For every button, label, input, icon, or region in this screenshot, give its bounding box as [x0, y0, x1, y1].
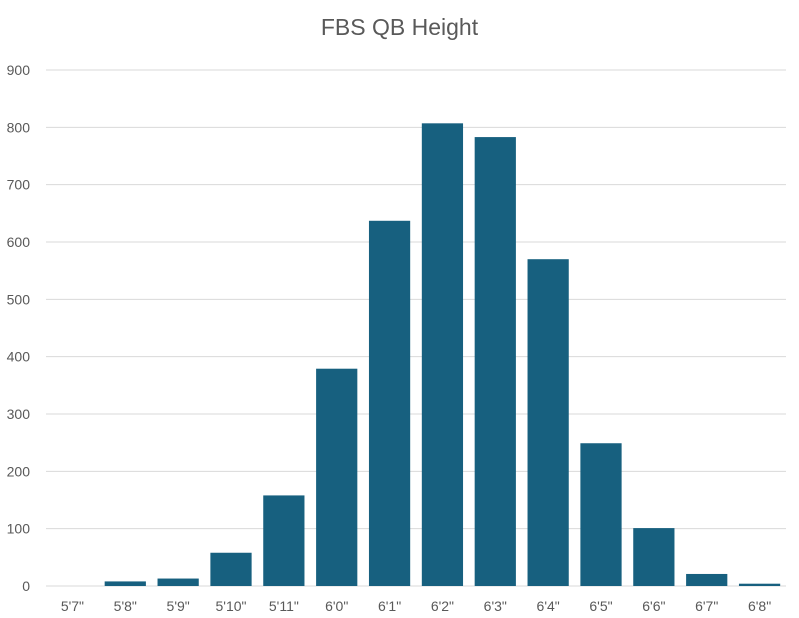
x-tick-label: 6'1" [378, 598, 401, 614]
x-tick-label: 6'5" [589, 598, 612, 614]
y-tick-label: 0 [22, 578, 30, 594]
x-tick-label: 6'2" [431, 598, 454, 614]
chart-title: FBS QB Height [320, 14, 479, 40]
bar-9 [527, 259, 569, 586]
bar-7 [421, 123, 464, 586]
x-tick-label: 5'7" [61, 598, 84, 614]
x-tick-label: 6'7" [695, 598, 718, 614]
x-tick-label: 5'8" [114, 598, 137, 614]
y-tick-label: 300 [7, 406, 31, 422]
x-tick-label: 6'4" [537, 598, 560, 614]
bar-10 [580, 443, 622, 586]
x-tick-label: 5'10" [215, 598, 246, 614]
y-tick-label: 400 [7, 349, 31, 365]
x-tick-label: 5'9" [167, 598, 190, 614]
bar-4 [263, 495, 305, 586]
bar-5 [316, 368, 358, 586]
bar-12 [686, 573, 728, 586]
y-tick-label: 200 [7, 463, 31, 479]
y-tick-label: 700 [7, 177, 31, 193]
x-tick-label: 6'3" [484, 598, 507, 614]
bar-11 [633, 528, 675, 586]
bar-6 [368, 220, 411, 586]
bar-8 [474, 137, 516, 586]
x-tick-label: 6'8" [748, 598, 771, 614]
x-tick-label: 6'0" [325, 598, 348, 614]
bar-2 [157, 578, 199, 586]
y-tick-label: 600 [7, 234, 31, 250]
bar-1 [104, 581, 146, 586]
y-tick-label: 800 [7, 119, 31, 135]
bar-13 [738, 583, 781, 586]
y-tick-label: 900 [7, 62, 31, 78]
y-tick-label: 500 [7, 291, 31, 307]
y-tick-label: 100 [7, 521, 31, 537]
bar-3 [210, 552, 252, 586]
x-tick-label: 6'6" [642, 598, 665, 614]
x-tick-label: 5'11" [269, 598, 299, 614]
